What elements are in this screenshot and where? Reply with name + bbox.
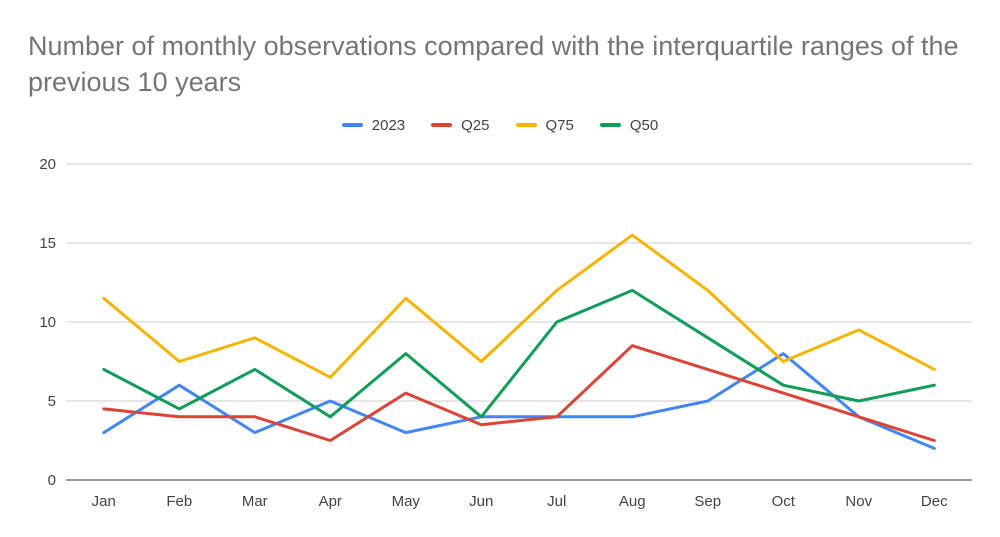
series-line-q50: [102, 288, 936, 419]
x-tick-label: Jun: [469, 493, 493, 510]
series-line-q75: [102, 233, 936, 379]
legend-item-q75: Q75: [515, 116, 574, 134]
x-tick-label: Sep: [694, 493, 721, 510]
legend-item-q50: Q50: [599, 116, 659, 134]
legend-swatch: [431, 123, 453, 127]
x-tick-label: Feb: [166, 493, 192, 510]
legend-item-2023: 2023: [341, 116, 406, 134]
x-tick-label: Dec: [921, 493, 948, 510]
x-tick-label: Mar: [242, 493, 268, 510]
chart-title: Number of monthly observations compared …: [28, 31, 959, 97]
x-tick-label: Aug: [619, 493, 646, 510]
x-tick-label: Nov: [845, 493, 872, 510]
legend-label: Q75: [545, 116, 574, 134]
legend-swatch: [341, 123, 363, 127]
x-tick-label: Jan: [92, 493, 116, 510]
y-tick-label: 10: [39, 314, 56, 331]
x-tick-label: Jul: [547, 493, 566, 510]
legend-label: Q25: [461, 116, 490, 134]
x-tick-label: May: [392, 493, 421, 510]
y-tick-label: 20: [39, 156, 56, 173]
chart-legend: 2023 Q25 Q75 Q50: [0, 115, 1000, 135]
x-tick-label: Oct: [772, 493, 796, 510]
legend-label: 2023: [371, 116, 406, 134]
legend-swatch: [515, 123, 537, 127]
y-tick-label: 15: [39, 235, 56, 252]
series-line-q25: [102, 344, 936, 442]
legend-label: Q50: [629, 116, 659, 134]
y-tick-label: 0: [48, 472, 56, 489]
series-line-2023: [102, 352, 936, 450]
y-tick-label: 5: [48, 393, 56, 410]
legend-item-q25: Q25: [431, 116, 490, 134]
x-tick-label: Apr: [319, 493, 342, 510]
legend-swatch: [599, 123, 621, 127]
